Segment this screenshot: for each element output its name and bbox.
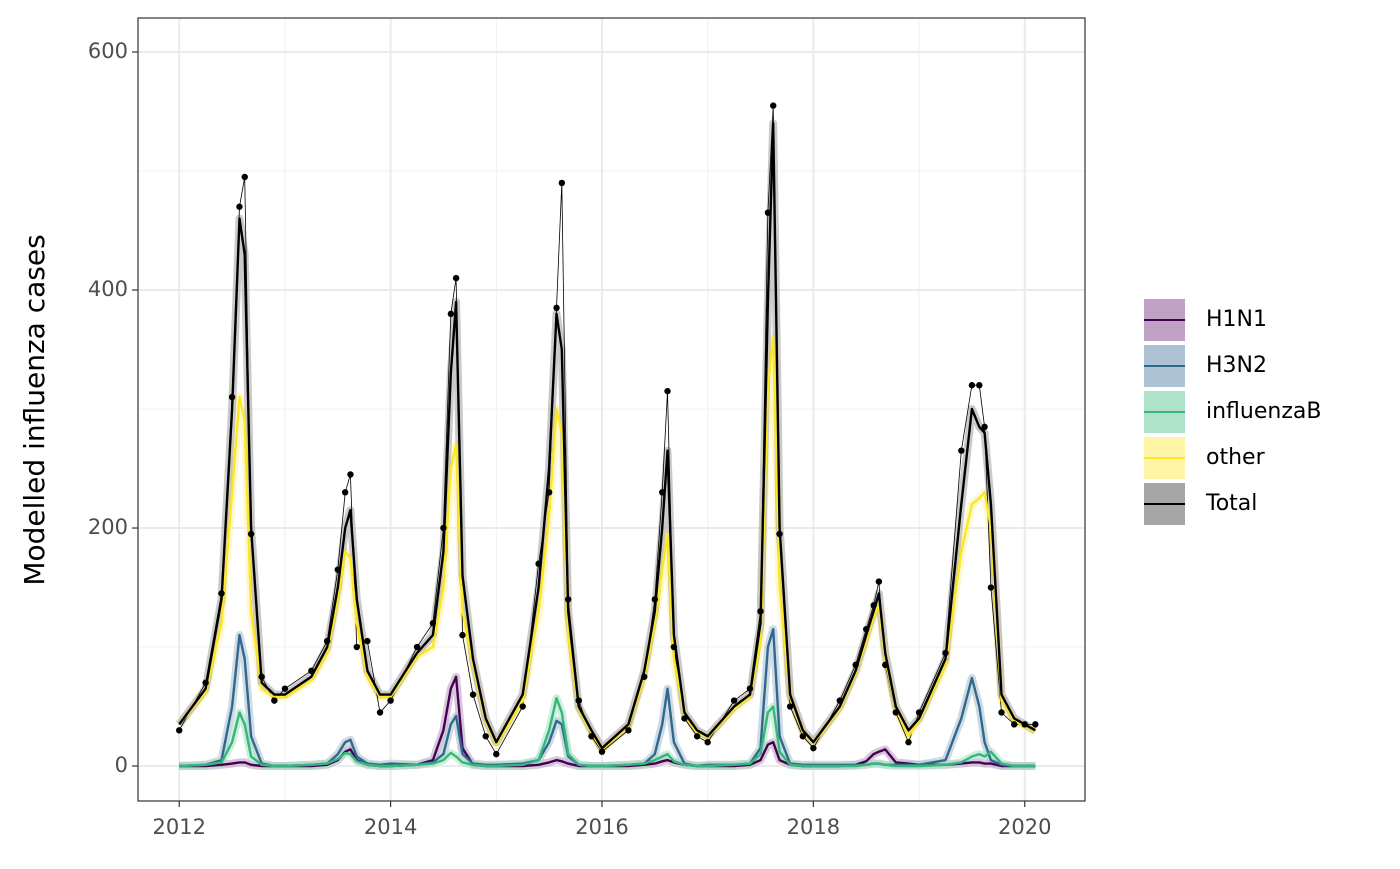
observed-point [347, 471, 354, 478]
observed-point [218, 590, 225, 597]
legend-label: Total [1205, 491, 1257, 516]
observed-point [664, 387, 671, 395]
observed-point [1021, 721, 1028, 728]
observed-point [308, 667, 315, 675]
y-tick-label: 400 [88, 277, 128, 301]
observed-point [258, 673, 265, 680]
panel-border [137, 17, 1086, 802]
observed-point [452, 274, 460, 282]
x-tick-label: 2018 [787, 815, 840, 839]
observed-point [493, 750, 500, 758]
observed-point [545, 489, 553, 496]
observed-point [447, 310, 455, 318]
observed-point [334, 566, 341, 573]
observed-point [704, 739, 711, 746]
observed-point [942, 649, 949, 657]
observed-point [659, 489, 666, 496]
y-tick-label: 0 [115, 753, 128, 777]
observed-point [564, 596, 572, 603]
observed-point [968, 382, 976, 389]
observed-point [870, 602, 877, 609]
observed-point [202, 679, 209, 686]
observed-point [981, 423, 988, 431]
x-tick-label: 2020 [998, 815, 1051, 839]
observed-point [976, 382, 983, 389]
observed-point [998, 709, 1005, 716]
observed-point [176, 727, 183, 734]
observed-point [236, 203, 243, 210]
observed-point [852, 661, 859, 669]
observed-point [247, 530, 255, 538]
observed-point [987, 584, 995, 591]
observed-point [730, 697, 738, 704]
series-line [178, 122, 1036, 750]
observed-point [958, 447, 965, 454]
observed-point [641, 673, 648, 680]
observed-point [786, 703, 794, 710]
observed-point [469, 691, 477, 698]
observed-point [558, 179, 566, 187]
observed-point [875, 578, 883, 585]
legend-label: H1N1 [1206, 307, 1267, 332]
series-line [179, 697, 1036, 768]
observed-point [429, 620, 437, 627]
x-tick-label: 2014 [364, 815, 417, 839]
observed-point [440, 524, 447, 532]
observed-point [413, 643, 421, 651]
x-tick-label: 2012 [152, 815, 205, 839]
observed-point [228, 393, 236, 401]
observed-point [376, 709, 384, 716]
observed-point [575, 697, 582, 704]
observed-point [459, 631, 466, 639]
observed-point [625, 727, 632, 734]
observed-point [535, 560, 542, 567]
observed-point [764, 209, 772, 216]
observed-point [519, 703, 526, 710]
observed-point [693, 733, 701, 740]
legend-label: other [1206, 445, 1266, 470]
observed-point [341, 489, 349, 496]
observed-point [776, 530, 783, 538]
observed-point [1032, 721, 1039, 728]
observed-point [770, 102, 777, 109]
observed-point [882, 661, 889, 669]
y-tick-label: 600 [88, 39, 128, 63]
observed-point [553, 304, 560, 312]
legend-label: H3N2 [1206, 353, 1267, 378]
observed-point [810, 744, 817, 752]
observed-point [905, 739, 912, 746]
observed-point [323, 637, 331, 645]
y-tick-label: 200 [88, 515, 128, 539]
observed-point [598, 748, 606, 755]
observed-point [1010, 721, 1018, 728]
observed-point [863, 625, 870, 633]
observed-point [588, 733, 595, 740]
legend-label: influenzaB [1206, 399, 1321, 424]
observed-point [241, 173, 248, 181]
observed-point [364, 637, 371, 645]
observed-point [799, 733, 807, 740]
observed-point [892, 709, 900, 716]
observed-point [915, 709, 923, 716]
x-tick-label: 2016 [575, 815, 628, 839]
observed-point [482, 733, 489, 740]
observed-point [670, 643, 678, 651]
observed-point [281, 685, 289, 692]
observed-point [681, 715, 688, 722]
y-axis-title: Modelled influenza cases [18, 234, 51, 585]
observed-point [353, 643, 360, 651]
observed-point [651, 596, 659, 603]
observed-point [387, 697, 394, 704]
observed-point [836, 697, 843, 704]
observed-point [757, 608, 764, 615]
observed-point [271, 697, 278, 704]
observed-point [746, 685, 754, 692]
